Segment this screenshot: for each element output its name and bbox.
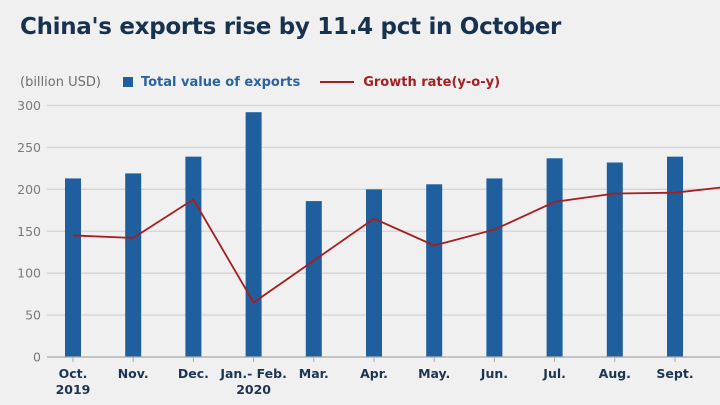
x-tick-label: Aug. — [599, 366, 631, 381]
y-tick-label: 150 — [17, 224, 41, 239]
y-tick-label: 100 — [17, 266, 41, 281]
bar — [486, 178, 503, 357]
unit-label: (billion USD) — [20, 74, 101, 90]
y-tick-label: 250 — [17, 140, 41, 155]
x-tick-label: Mar. — [299, 366, 329, 381]
x-tick-label: Jun. — [480, 366, 508, 381]
legend-item-growth: Growth rate(y-o-y) — [320, 75, 500, 90]
bar — [305, 201, 322, 357]
y-tick-label: 300 — [17, 98, 41, 113]
x-tick-label: Apr. — [360, 366, 388, 381]
legend: (billion USD) Total value of exports Gro… — [20, 72, 500, 92]
x-tick-label: 2020 — [236, 382, 271, 397]
bar — [185, 156, 202, 357]
x-tick-label: 2019 — [56, 382, 91, 397]
line-swatch-icon — [320, 81, 355, 83]
bar — [366, 189, 382, 357]
bar-swatch-icon — [122, 77, 133, 87]
bar — [546, 158, 563, 357]
x-tick-label: Jul. — [542, 366, 566, 381]
y-tick-label: 200 — [17, 182, 41, 197]
x-tick-label: Sept. — [656, 366, 693, 381]
bar — [245, 112, 262, 357]
growth-rate-line — [72, 186, 720, 304]
x-tick-label: Dec. — [178, 366, 209, 381]
y-tick-label: 50 — [25, 308, 41, 323]
x-tick-label: Oct. — [59, 366, 88, 381]
bar — [65, 178, 81, 357]
x-tick-label: Nov. — [118, 366, 149, 381]
legend-growth-label: Growth rate(y-o-y) — [363, 74, 501, 90]
bar — [426, 184, 443, 357]
bar — [606, 162, 623, 357]
x-tick-label: May. — [418, 366, 450, 381]
legend-exports-label: Total value of exports — [140, 74, 301, 90]
y-tick-label: 0 — [33, 350, 41, 365]
chart-title: China's exports rise by 11.4 pct in Octo… — [20, 14, 562, 40]
bar — [125, 173, 142, 357]
legend-item-exports: Total value of exports — [122, 74, 301, 90]
x-tick-label: Jan.- Feb. — [219, 366, 286, 381]
bar — [667, 156, 683, 357]
